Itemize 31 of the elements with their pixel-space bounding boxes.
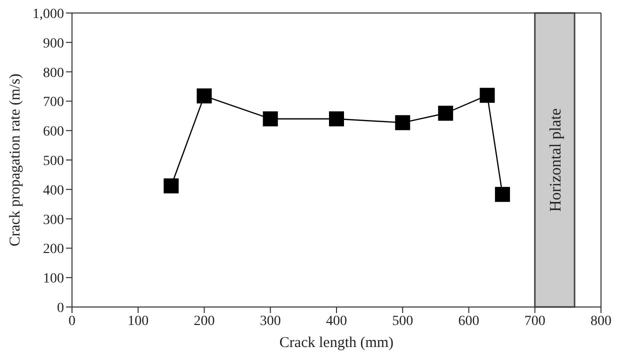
point xyxy=(494,186,510,202)
y-tick-label: 1,000 xyxy=(32,6,64,22)
y-tick-label: 700 xyxy=(43,95,64,110)
y-tick-label: 100 xyxy=(43,272,64,287)
x-axis-title: Crack length (mm) xyxy=(279,335,394,351)
point xyxy=(438,106,454,121)
x-tick-label: 600 xyxy=(458,314,480,329)
x-tick-label: 300 xyxy=(260,314,281,329)
y-tick-label: 400 xyxy=(43,183,64,198)
y-axis-title: Crack propagation rate (m/s) xyxy=(7,74,24,246)
x-tick-label: 0 xyxy=(68,314,76,329)
point xyxy=(395,115,410,130)
y-tick-label: 0 xyxy=(57,300,64,316)
y-tick-label: 900 xyxy=(43,36,64,52)
point xyxy=(329,111,344,126)
band-label: Horizontal plate xyxy=(547,108,564,212)
point xyxy=(196,88,212,104)
x-tick-label: 700 xyxy=(524,314,546,329)
point xyxy=(262,111,278,126)
x-tick-label: 100 xyxy=(128,314,149,329)
y-tick-label: 300 xyxy=(43,212,64,228)
x-tick-label: 500 xyxy=(392,314,414,329)
y-tick-label: 600 xyxy=(43,124,64,140)
point xyxy=(164,178,179,194)
y-tick-label: 500 xyxy=(43,154,64,169)
y-tick-label: 800 xyxy=(43,66,64,81)
x-tick-label: 200 xyxy=(194,314,215,329)
x-tick-label: 400 xyxy=(326,314,347,329)
y-tick-label: 200 xyxy=(43,242,64,258)
point xyxy=(480,88,495,103)
x-tick-label: 800 xyxy=(590,314,612,329)
